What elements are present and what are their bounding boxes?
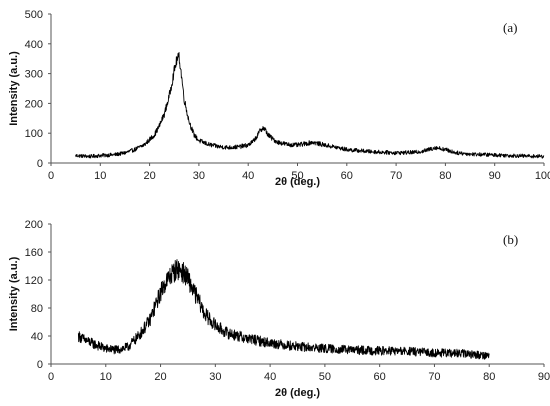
x-tick-label: 50 [319, 371, 331, 383]
chart-panel-a: 0 10 20 30 40 50 60 70 80 90 100 0 100 200 300 400 500 2θ… [8, 9, 550, 188]
x-tick-label: 80 [439, 170, 451, 182]
panel-label-b: (b) [503, 232, 518, 247]
y-tick-label: 200 [25, 219, 43, 231]
x-tick-label: 0 [48, 371, 54, 383]
y-tick-label: 300 [25, 69, 43, 81]
x-tick-label: 30 [193, 170, 205, 182]
x-tick-label: 30 [209, 371, 221, 383]
x-tick-label: 90 [489, 170, 501, 182]
x-tick-label: 70 [428, 371, 440, 383]
y-tick-label: 200 [25, 98, 43, 110]
y-axis-title: Intensity (a.u.) [8, 256, 20, 331]
x-tick-label: 100 [535, 170, 550, 182]
x-tick-label: 50 [291, 170, 303, 182]
x-tick-label: 20 [154, 371, 166, 383]
series-line-a [75, 51, 545, 159]
y-tick-label: 80 [31, 303, 43, 315]
x-tick-label: 60 [374, 371, 386, 383]
x-tick-label: 80 [483, 371, 495, 383]
x-tick-label: 10 [94, 170, 106, 182]
x-axis-title: 2θ (deg.) [275, 387, 320, 399]
series-line-b [77, 259, 490, 360]
x-tick-label: 90 [538, 371, 550, 383]
y-tick-label: 400 [25, 39, 43, 51]
y-tick-label: 500 [25, 9, 43, 21]
y-tick-label: 0 [37, 158, 43, 170]
y-tick-label: 160 [25, 247, 43, 259]
x-tick-label: 40 [242, 170, 254, 182]
panel-label-a: (a) [503, 20, 517, 35]
x-tick-label: 20 [143, 170, 155, 182]
x-tick-label: 60 [341, 170, 353, 182]
x-axis-title: 2θ (deg.) [275, 176, 320, 188]
x-tick-label: 0 [48, 170, 54, 182]
x-tick-label: 10 [100, 371, 112, 383]
y-tick-label: 100 [25, 128, 43, 140]
y-tick-label: 0 [37, 359, 43, 371]
chart-panel-b: 0 10 20 30 40 50 60 70 80 90 0 40 80 120 160 200 2θ (deg… [8, 219, 550, 399]
y-tick-label: 120 [25, 275, 43, 287]
x-tick-label: 40 [264, 371, 276, 383]
x-tick-label: 70 [390, 170, 402, 182]
y-tick-label: 40 [31, 331, 43, 343]
y-axis-title: Intensity (a.u.) [8, 51, 20, 126]
